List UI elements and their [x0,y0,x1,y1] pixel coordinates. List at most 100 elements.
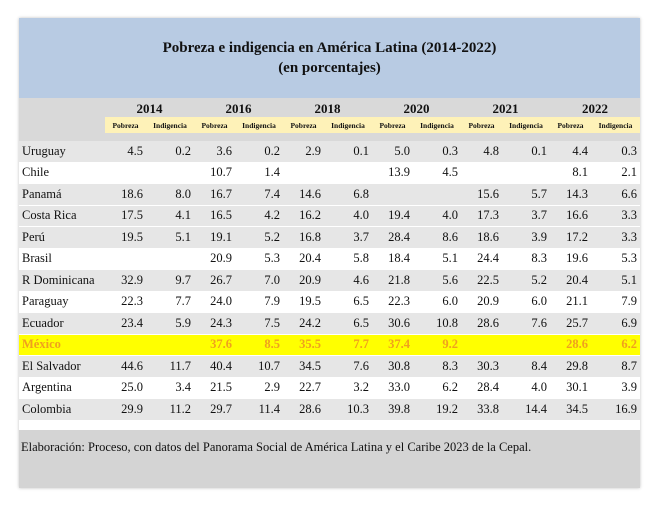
pobreza-cell: 24.4 [461,248,502,270]
pobreza-cell: 4.4 [550,141,591,163]
pobreza-cell: 10.7 [194,162,235,184]
country-cell: R Dominicana [19,269,105,292]
table-row: Brasil 20.9 5.3 20.4 5.8 18.4 5.1 24.4 8.3 19.6 5.… [19,248,640,270]
indigencia-cell: 7.4 [235,183,283,206]
indigencia-cell: 4.6 [324,269,372,292]
indigencia-cell: 3.3 [591,226,640,249]
pobreza-cell: 25.0 [105,377,146,399]
indigencia-cell: 11.7 [146,355,194,378]
pobreza-cell [372,183,413,206]
table-row: Argentina 25.0 3.4 21.5 2.9 22.7 3.2 33.0 6.2 28.… [19,377,640,399]
indigencia-cell: 11.2 [146,398,194,421]
indigencia-cell: 4.1 [146,205,194,227]
year-header: 2014 [136,101,163,116]
indigencia-cell: 7.9 [591,291,640,313]
pobreza-cell: 15.6 [461,183,502,206]
pobreza-cell: 19.1 [194,226,235,249]
indigencia-cell: 14.4 [502,398,550,421]
pobreza-cell: 22.3 [105,291,146,313]
indigencia-cell: 6.6 [591,183,640,206]
indigencia-header: Indigencia [502,117,550,133]
indigencia-cell [502,162,550,184]
indigencia-cell: 3.9 [502,226,550,249]
pobreza-cell: 17.5 [105,205,146,227]
table-row: Paraguay 22.3 7.7 24.0 7.9 19.5 6.5 22.3 6.0 20.9… [19,291,640,313]
indigencia-cell [502,334,550,356]
indigencia-cell: 8.4 [502,355,550,378]
indigencia-cell: 0.3 [591,141,640,163]
table-row: El Salvador 44.6 11.7 40.4 10.7 34.5 7.6 30.8 8.… [19,355,640,378]
pobreza-header: Pobreza [550,117,591,133]
pobreza-cell: 20.9 [461,291,502,313]
pobreza-cell: 16.8 [283,226,324,249]
indigencia-cell: 4.5 [413,162,461,184]
pobreza-cell: 34.5 [550,398,591,421]
country-cell: Chile [19,162,105,184]
year-header: 2022 [582,101,608,116]
pobreza-cell: 16.5 [194,205,235,227]
pobreza-cell: 30.3 [461,355,502,378]
indigencia-cell: 7.7 [324,334,372,356]
pobreza-cell: 20.9 [194,248,235,270]
pobreza-cell [283,162,324,184]
pobreza-cell: 33.0 [372,377,413,399]
title-header: Pobreza e indigencia en América Latina (… [19,18,640,98]
pobreza-cell: 29.9 [105,398,146,421]
indigencia-cell: 4.0 [502,377,550,399]
country-cell: Perú [19,226,105,249]
pobreza-cell: 28.4 [372,226,413,249]
year-header: 2020 [403,101,430,116]
indigencia-cell: 9.2 [413,334,461,356]
indigencia-cell: 5.3 [591,248,640,270]
subheader-blank [19,117,105,133]
pobreza-cell: 17.3 [461,205,502,227]
pobreza-cell: 8.1 [550,162,591,184]
pobreza-cell: 5.0 [372,141,413,163]
pobreza-cell: 28.6 [461,312,502,335]
indigencia-cell: 8.5 [235,334,283,356]
indigencia-cell: 8.7 [591,355,640,378]
pobreza-cell: 21.5 [194,377,235,399]
indigencia-cell: 5.9 [146,312,194,335]
country-cell: Uruguay [19,141,105,163]
country-cell: El Salvador [19,355,105,378]
indigencia-cell: 6.8 [324,183,372,206]
indigencia-cell: 5.7 [502,183,550,206]
pobreza-cell [461,334,502,356]
pobreza-cell: 18.6 [105,183,146,206]
indigencia-cell: 3.7 [502,205,550,227]
pobreza-cell: 34.5 [283,355,324,378]
indigencia-cell: 6.9 [591,312,640,335]
table-row-highlighted: México 37.6 8.5 35.5 7.7 37.4 9.2 28.6 6.2 [19,334,640,356]
pobreza-header: Pobreza [372,117,413,133]
indigencia-cell: 5.2 [235,226,283,249]
table-row: Perú 19.5 5.1 19.1 5.2 16.8 3.7 28.4 8.6 18.6 3.9 1… [19,226,640,249]
table-title: Pobreza e indigencia en América Latina (… [162,40,497,56]
country-cell: Ecuador [19,312,105,335]
indigencia-header: Indigencia [235,117,283,133]
pobreza-cell: 19.5 [283,291,324,313]
indigencia-cell [413,183,461,206]
pobreza-cell: 22.5 [461,269,502,292]
indigencia-cell: 6.5 [324,291,372,313]
indigencia-cell: 5.3 [235,248,283,270]
table-card: Pobreza e indigencia en América Latina (… [19,18,640,488]
indigencia-cell: 8.0 [146,183,194,206]
indigencia-header: Indigencia [146,117,194,133]
pobreza-cell: 30.6 [372,312,413,335]
pobreza-cell [461,162,502,184]
pobreza-cell: 30.8 [372,355,413,378]
indigencia-cell: 5.8 [324,248,372,270]
indigencia-cell: 19.2 [413,398,461,421]
pobreza-cell: 18.6 [461,226,502,249]
indigencia-header: Indigencia [413,117,461,133]
pobreza-cell: 17.2 [550,226,591,249]
pobreza-cell: 20.9 [283,269,324,292]
indigencia-cell: 4.0 [413,205,461,227]
country-cell: Colombia [19,398,105,421]
country-cell: Brasil [19,248,105,270]
pobreza-cell: 21.8 [372,269,413,292]
indigencia-cell: 5.1 [413,248,461,270]
indigencia-cell: 0.3 [413,141,461,163]
pobreza-header: Pobreza [283,117,324,133]
